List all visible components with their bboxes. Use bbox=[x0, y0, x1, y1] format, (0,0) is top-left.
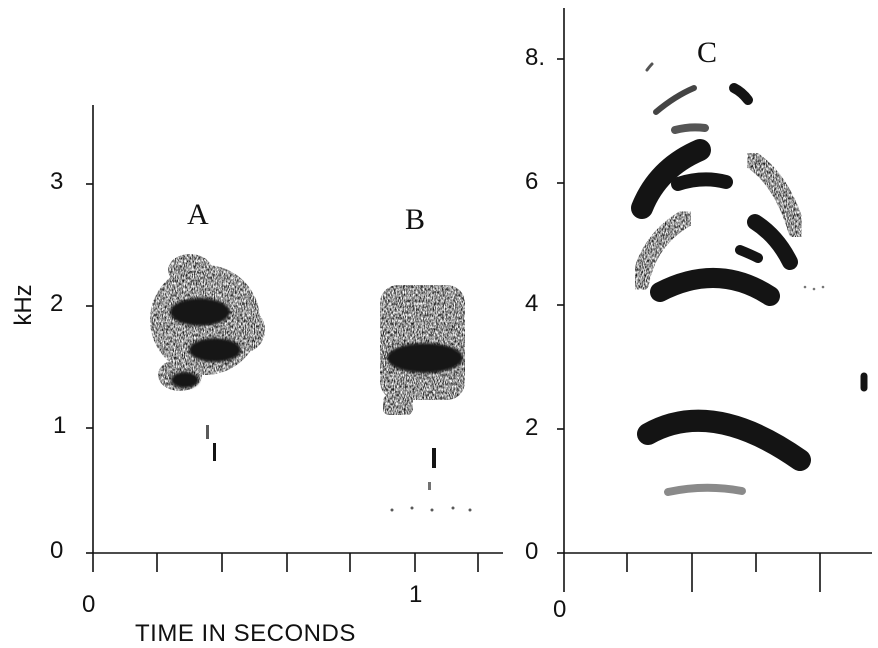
call-c-noise-dots bbox=[803, 285, 825, 291]
call-c-band bbox=[653, 85, 697, 115]
left-panel-axes bbox=[86, 105, 503, 572]
call-a-spectrogram bbox=[150, 254, 265, 461]
call-c-label: C bbox=[697, 36, 718, 69]
right-y-tick-label-0: 0 bbox=[525, 538, 539, 565]
call-c-band bbox=[671, 123, 709, 134]
left-y-tick-label-1: 1 bbox=[53, 412, 67, 439]
call-c-band bbox=[664, 483, 746, 496]
call-c-band bbox=[729, 83, 753, 105]
call-c-band bbox=[743, 151, 806, 239]
call-b-label: B bbox=[405, 203, 426, 236]
right-y-tick-label-2: 2 bbox=[525, 414, 539, 441]
right-y-tick-label-6: 6 bbox=[525, 168, 539, 195]
left-y-tick-label-2: 2 bbox=[50, 290, 64, 317]
right-y-tick-label-8: 8. bbox=[525, 44, 546, 71]
left-y-tick-label-0: 0 bbox=[50, 537, 64, 564]
call-a-label: A bbox=[187, 198, 209, 231]
left-x-tick-label-1: 1 bbox=[409, 581, 423, 608]
call-b-spectrogram bbox=[380, 285, 472, 512]
call-c-spectrogram bbox=[631, 62, 868, 496]
call-c-band bbox=[637, 409, 811, 471]
call-c-band bbox=[645, 62, 654, 72]
call-c-band bbox=[747, 214, 798, 270]
call-c-band bbox=[735, 245, 763, 263]
right-y-tick-label-4: 4 bbox=[525, 290, 539, 317]
call-c-band bbox=[631, 139, 711, 219]
call-c-band bbox=[631, 209, 695, 292]
left-y-axis-label: kHz bbox=[10, 284, 37, 326]
left-x-tick-label-0: 0 bbox=[82, 591, 96, 618]
right-x-tick-label-0: 0 bbox=[553, 596, 567, 623]
call-c-band bbox=[650, 268, 780, 306]
call-b-noise-dots bbox=[390, 506, 472, 512]
left-y-tick-label-3: 3 bbox=[50, 168, 64, 195]
left-x-axis-label: TIME IN SECONDS bbox=[135, 620, 356, 647]
call-c-band bbox=[671, 172, 733, 191]
right-panel-axes bbox=[557, 8, 872, 592]
